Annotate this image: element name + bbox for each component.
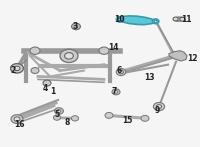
Circle shape [99, 47, 109, 54]
Circle shape [119, 70, 123, 74]
Circle shape [114, 91, 118, 93]
Text: 8: 8 [64, 117, 70, 127]
Circle shape [173, 17, 178, 21]
Circle shape [14, 66, 20, 71]
Circle shape [116, 17, 124, 22]
Circle shape [153, 102, 165, 111]
Text: 12: 12 [187, 54, 197, 63]
Circle shape [72, 23, 80, 30]
Text: 3: 3 [72, 22, 78, 31]
Polygon shape [119, 16, 156, 25]
Circle shape [141, 115, 149, 121]
Circle shape [74, 25, 78, 28]
Text: 6: 6 [116, 66, 122, 75]
Circle shape [105, 112, 113, 118]
Circle shape [43, 80, 51, 86]
Circle shape [14, 117, 20, 121]
Circle shape [57, 110, 61, 112]
Ellipse shape [174, 17, 184, 21]
Circle shape [180, 17, 185, 21]
Text: 14: 14 [108, 42, 118, 52]
Text: 13: 13 [144, 73, 154, 82]
Circle shape [30, 47, 40, 54]
Circle shape [65, 53, 73, 59]
Circle shape [118, 18, 122, 21]
Circle shape [11, 115, 23, 123]
Text: 2: 2 [10, 66, 16, 75]
Text: 10: 10 [114, 15, 124, 24]
Text: 7: 7 [111, 87, 117, 96]
Polygon shape [169, 51, 187, 61]
Circle shape [156, 105, 162, 108]
Circle shape [31, 68, 39, 74]
Circle shape [55, 108, 63, 114]
Circle shape [154, 20, 157, 22]
Circle shape [11, 64, 23, 73]
Text: 15: 15 [122, 116, 132, 125]
Circle shape [152, 19, 159, 24]
Circle shape [60, 49, 78, 62]
Circle shape [53, 115, 61, 120]
Circle shape [112, 89, 120, 95]
Text: 9: 9 [154, 106, 160, 115]
Text: 1: 1 [50, 87, 56, 96]
Text: 11: 11 [181, 15, 191, 24]
Text: 16: 16 [14, 120, 24, 130]
Text: 5: 5 [54, 110, 60, 119]
Text: 4: 4 [42, 84, 48, 93]
Circle shape [116, 69, 126, 76]
Circle shape [71, 116, 79, 121]
